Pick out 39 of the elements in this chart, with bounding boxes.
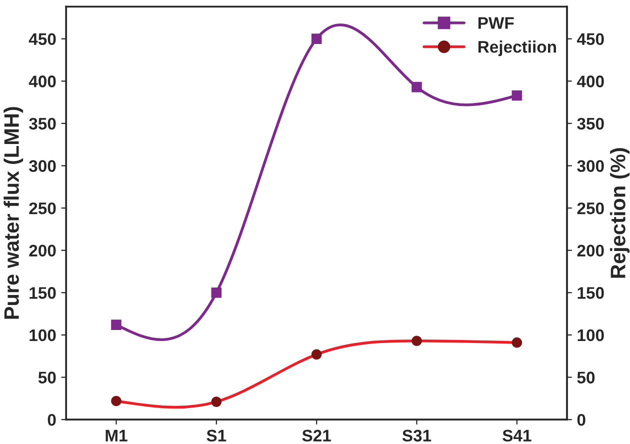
point [111,320,122,330]
point [512,337,522,348]
y2-tick-label: 250 [577,202,604,214]
x-tick-label: S1 [206,430,226,442]
point [412,82,422,92]
legend-label: Rejectiion [478,40,556,56]
point [211,288,222,298]
y2-tick-label: 400 [576,76,604,88]
point [211,396,222,407]
y-tick-label: 400 [28,76,56,88]
x-tick-label: M1 [106,430,128,442]
y2-tick-label: 350 [577,118,604,130]
y-tick-label: 150 [30,287,56,299]
point [311,349,322,360]
point [512,90,522,101]
point [111,396,122,406]
x-tick-label: S21 [302,430,331,442]
y2-tick-label: 150 [578,287,604,299]
y-tick-label: 100 [30,329,56,342]
legend-label: PWF [478,17,514,29]
y-tick-label: 0 [48,414,56,426]
y-tick-label: 450 [28,33,56,46]
y-axis-title: Pure water flux (LMH) [4,107,24,319]
y2-tick-label: 50 [577,372,595,384]
point [412,336,422,346]
y2-tick-label: 0 [577,414,586,426]
y2-tick-label: 200 [577,244,604,257]
y2-tick-label: 100 [578,329,604,342]
y2-tick-label: 450 [576,33,604,46]
y2-axis-title: Rejection (%) [610,148,630,278]
point [311,34,322,44]
x-tick-label: S41 [502,430,532,442]
y-tick-label: 300 [29,160,56,172]
y-tick-label: 350 [29,118,56,130]
y-tick-label: 50 [38,372,56,384]
y-tick-label: 250 [29,202,56,214]
y2-tick-label: 300 [577,160,604,172]
x-tick-label: S31 [402,430,432,442]
y-tick-label: 200 [29,244,56,257]
